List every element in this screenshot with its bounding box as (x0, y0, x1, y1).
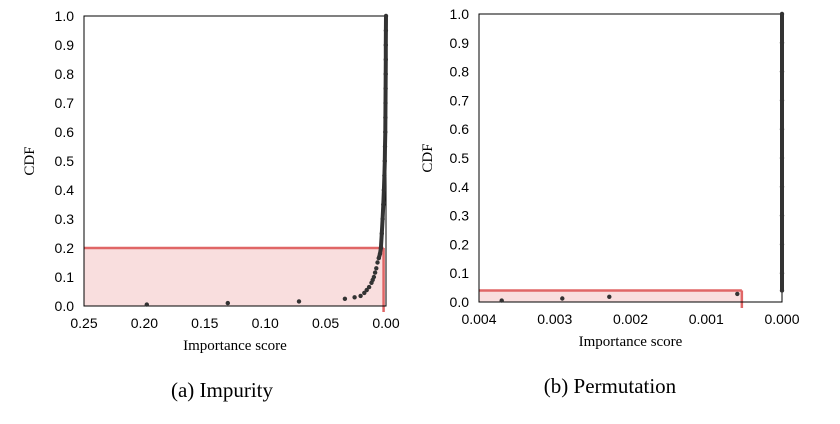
y-tick-label: 0.7 (55, 95, 75, 111)
y-tick-label: 0.9 (450, 35, 470, 51)
y-tick-label: 1.0 (450, 6, 470, 22)
y-tick-label: 0.1 (55, 269, 75, 285)
data-point (366, 284, 372, 290)
y-tick-label: 0.6 (450, 121, 470, 137)
y-tick-label: 0.5 (450, 150, 470, 166)
x-tick-label: 0.10 (252, 315, 279, 331)
chart-panel-impurity: 0.00.10.20.30.40.50.60.70.80.91.0 0.25 0.… (22, 8, 400, 402)
y-tick-label: 0.2 (55, 240, 75, 256)
y-axis-title: CDF (420, 143, 436, 172)
data-point (342, 296, 348, 301)
y-tick-label: 0.4 (55, 182, 75, 198)
data-point (499, 298, 504, 303)
y-tick-label: 0.9 (55, 37, 75, 53)
data-point (375, 260, 380, 265)
y-tick-label: 0.5 (55, 153, 75, 169)
y-tick-label: 0.0 (450, 294, 470, 310)
data-point (364, 287, 369, 293)
chart-panel-permutation: 0.00.10.20.30.40.50.60.70.80.91.0 0.004 0… (420, 6, 800, 398)
y-tick-label: 0.3 (55, 211, 75, 227)
cdf-curve (376, 14, 388, 261)
x-axis-ticks: 0.004 0.003 0.002 0.001 0.000 (461, 311, 799, 327)
y-tick-label: 0.4 (450, 179, 470, 195)
y-tick-label: 0.8 (450, 64, 470, 80)
y-tick-label: 0.1 (450, 265, 470, 281)
plot-area-frame (478, 13, 783, 303)
data-point (371, 274, 377, 280)
y-tick-label: 0.8 (55, 66, 75, 82)
y-axis-title: CDF (22, 146, 38, 175)
y-tick-label: 0.0 (55, 298, 75, 314)
x-tick-label: 0.00 (372, 315, 399, 331)
x-tick-label: 0.000 (764, 311, 799, 327)
data-point (296, 299, 302, 304)
x-tick-label: 0.003 (537, 311, 572, 327)
x-tick-label: 0.20 (131, 315, 158, 331)
data-points (144, 13, 389, 307)
x-axis-ticks: 0.25 0.20 0.15 0.10 0.05 0.00 (70, 315, 399, 331)
highlight-region (84, 248, 384, 306)
x-tick-label: 0.004 (461, 311, 496, 327)
x-tick-label: 0.15 (191, 315, 218, 331)
y-axis-ticks: 0.0 0.1 0.2 0.3 0.4 0.5 0.6 0.7 0.8 0.9 1.0 (450, 6, 470, 310)
x-tick-label: 0.25 (70, 315, 97, 331)
caption-permutation: (b) Permutation (544, 374, 677, 398)
x-tick-label: 0.05 (312, 315, 339, 331)
x-axis-title: Importance score (183, 338, 287, 354)
data-point (735, 291, 740, 297)
data-point (374, 266, 379, 271)
data-point (560, 296, 565, 301)
data-point (607, 294, 612, 299)
x-tick-label: 0.002 (613, 311, 648, 327)
y-tick-label: 1.0 (55, 8, 75, 24)
x-axis-title: Importance score (579, 334, 683, 350)
data-point (144, 302, 149, 307)
y-axis-ticks: 0.0 0.1 0.2 0.3 0.4 0.5 0.6 0.7 0.8 0.9 1.0 (55, 8, 75, 314)
y-tick-label: 0.6 (55, 124, 75, 140)
data-point (352, 295, 357, 300)
data-point (372, 270, 378, 275)
x-tick-label: 0.001 (689, 311, 724, 327)
data-point (225, 300, 230, 306)
y-tick-label: 0.3 (450, 208, 470, 224)
data-points (499, 11, 785, 303)
y-tick-label: 0.2 (450, 236, 470, 252)
caption-impurity: (a) Impurity (171, 378, 274, 402)
data-point (358, 293, 363, 299)
y-tick-label: 0.7 (450, 92, 470, 108)
